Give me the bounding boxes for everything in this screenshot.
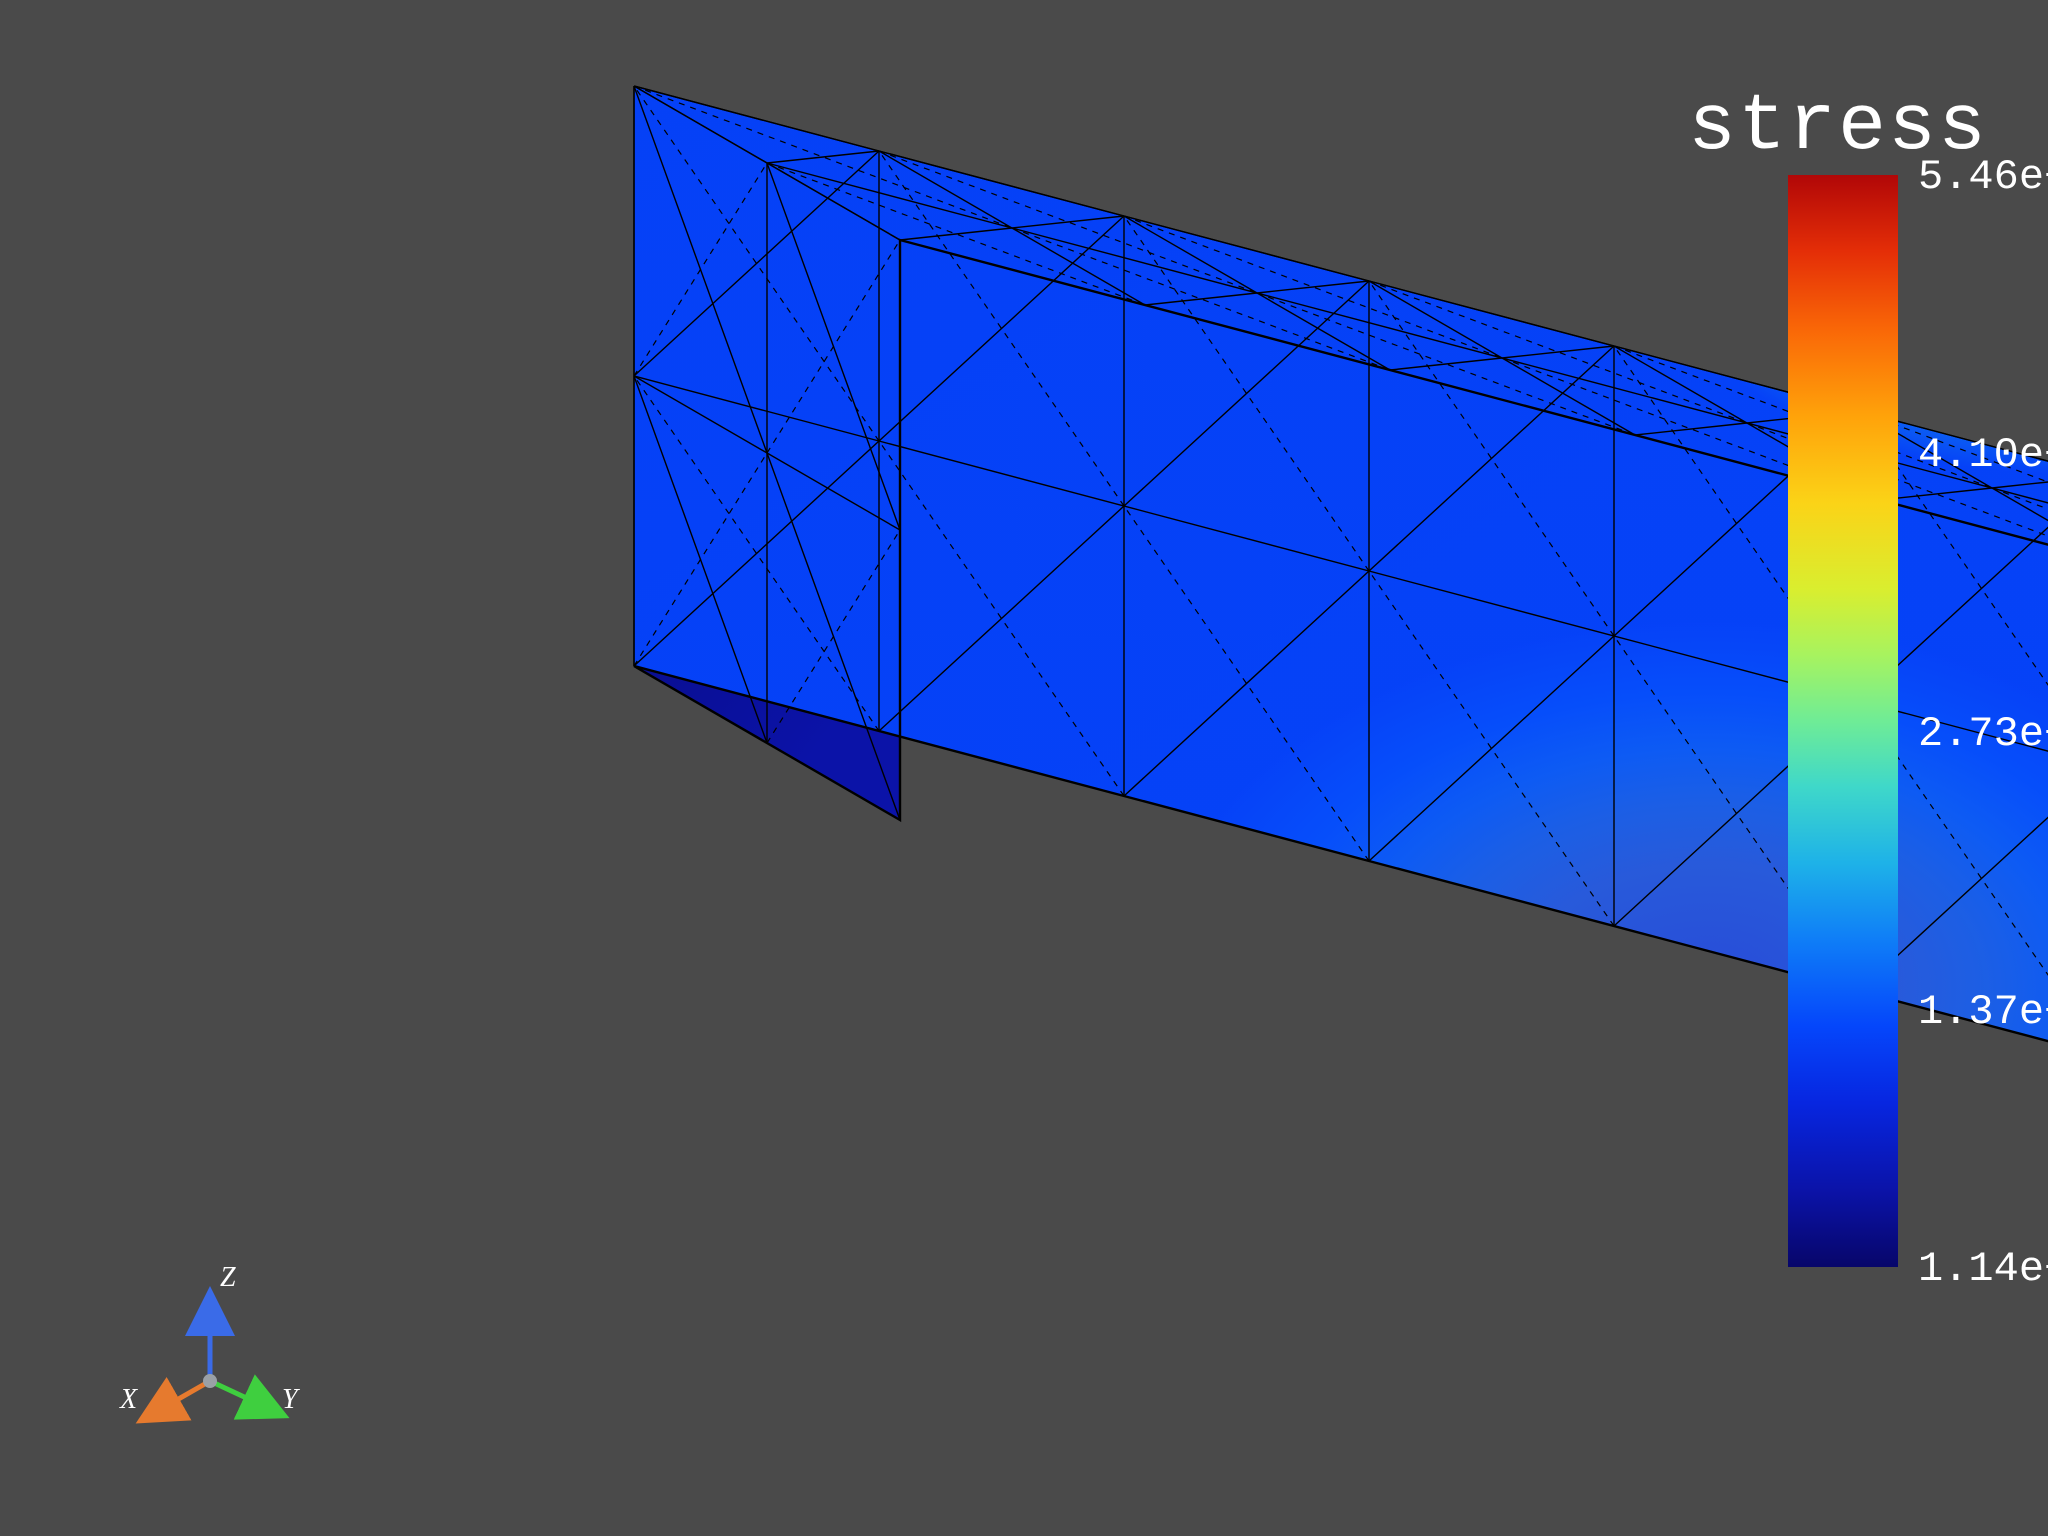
axis-label-x: X <box>120 1384 137 1416</box>
legend-tick: 5.46e+13 <box>1918 153 2048 201</box>
legend-tick: 4.10e+13 <box>1918 431 2048 479</box>
legend-tick: 1.37e+13 <box>1918 988 2048 1036</box>
render-viewport[interactable]: stress 5.46e+134.10e+132.73e+131.37e+131… <box>0 0 2048 1536</box>
axis-label-z: Z <box>220 1262 236 1294</box>
orientation-triad: X Y Z <box>100 1266 320 1446</box>
legend-tick: 2.73e+13 <box>1918 710 2048 758</box>
color-legend: 5.46e+134.10e+132.73e+131.37e+131.14e+11 <box>1788 175 1898 1267</box>
axis-label-y: Y <box>282 1384 298 1416</box>
legend-tick: 1.14e+11 <box>1918 1245 2048 1293</box>
